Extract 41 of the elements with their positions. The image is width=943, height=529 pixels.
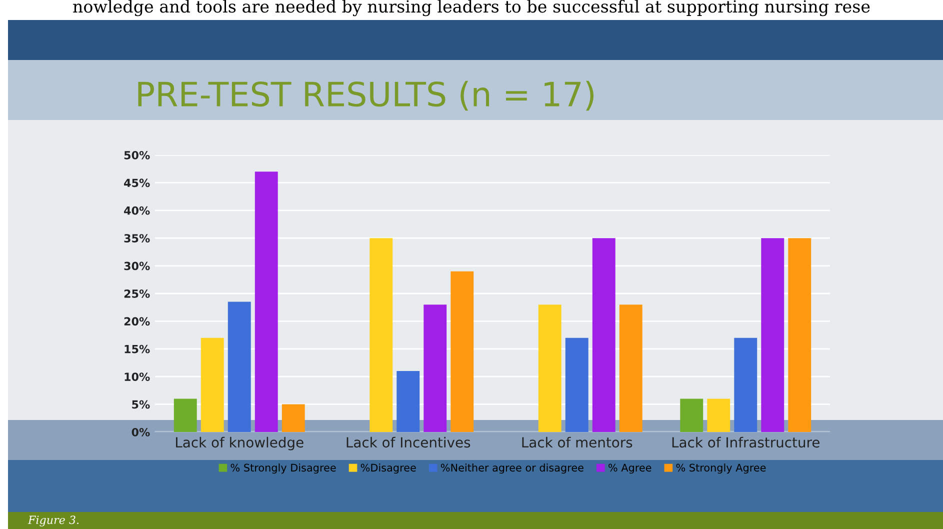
legend-label: % Strongly Disagree [230,464,336,474]
y-tick-label: 0% [132,428,150,436]
bar [680,398,704,432]
bar [424,304,447,432]
y-tick-label: 10% [124,372,150,381]
legend-label: %Neither agree or disagree [440,464,584,474]
bar [734,338,758,432]
y-tick-label: 25% [124,289,150,298]
legend-label: % Strongly Agree [676,464,766,474]
bar [396,371,420,432]
x-tick-label: Lack of mentors [522,436,632,448]
bar [761,238,784,432]
bar [619,304,642,432]
bar [370,238,393,432]
bar [538,304,562,432]
bar [450,271,474,432]
chart-title: PRE-TEST RESULTS (n = 17) [138,80,594,111]
bar [254,172,278,432]
bar [592,238,616,432]
bar [228,302,251,432]
bar [282,404,305,432]
text: nowledge and tools are needed by nursing leaders to be successful at supporting nursing rese [73,0,870,16]
y-tick-label: 40% [124,206,150,215]
bar [707,398,730,432]
y-tick-label: 50% [124,150,150,160]
y-tick-label: 15% [124,344,150,354]
y-tick-label: 30% [124,262,150,270]
y-tick-label: 20% [124,317,150,326]
x-tick-label: Lack of knowledge [176,436,304,450]
bar [200,338,224,432]
bar [565,338,588,432]
y-tick-label: 35% [124,234,150,242]
x-tick-label: Lack of Infrastructure [672,436,820,448]
y-tick-label: 45% [124,178,150,188]
legend-label: %Disagree [360,464,416,474]
bar [788,238,812,432]
legend-label: % Agree [608,464,652,474]
x-tick-label: Lack of Incentives [346,436,470,448]
y-tick-label: 5% [132,400,150,409]
caption: Figure 3. [28,516,79,526]
bar [174,398,197,432]
